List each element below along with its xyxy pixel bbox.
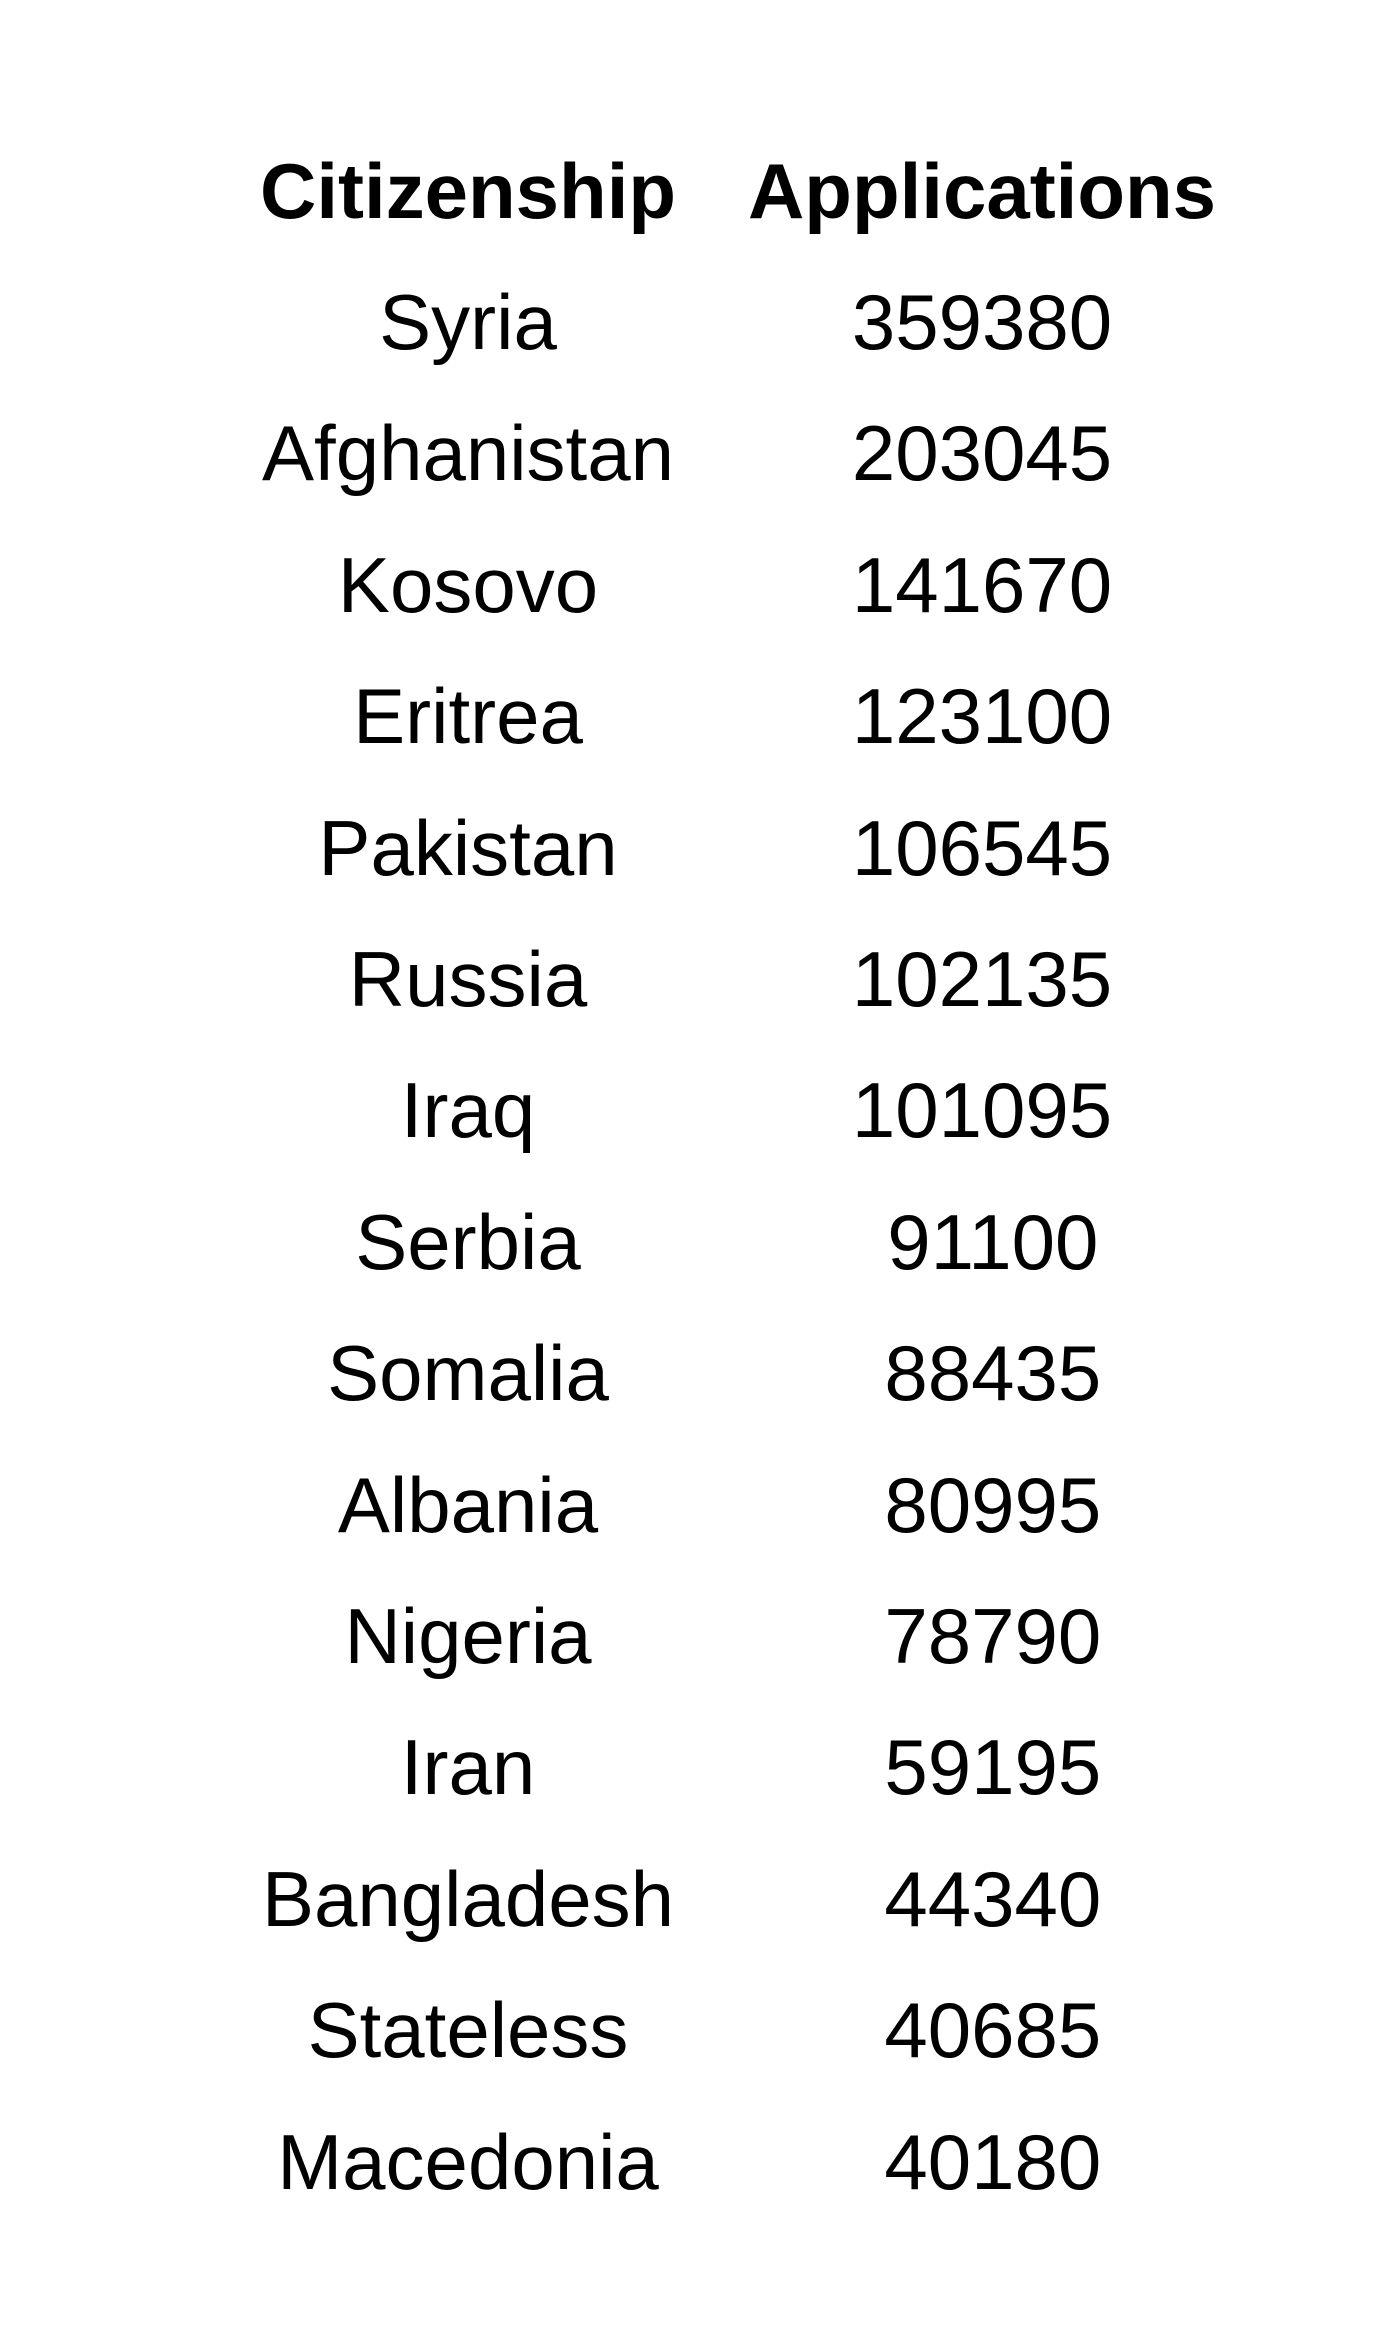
citizenship-cell: Kosovo <box>337 541 599 629</box>
citizenship-cell: Afghanistan <box>262 409 674 497</box>
applications-cell: 88435 <box>862 1329 1102 1417</box>
citizenship-cell: Somalia <box>327 1329 609 1417</box>
applications-cell: 40685 <box>862 1986 1102 2074</box>
citizenship-cell: Russia <box>348 935 588 1023</box>
citizenship-cell: Macedonia <box>277 2118 659 2206</box>
applications-cell: 102135 <box>851 935 1113 1023</box>
citizenship-cell: Syria <box>379 278 557 366</box>
applications-cell: 123100 <box>851 672 1113 760</box>
citizenship-cell: Eritrea <box>353 672 583 760</box>
citizenship-cell: Serbia <box>355 1198 581 1286</box>
citizenship-cell: Bangladesh <box>261 1855 675 1943</box>
applications-cell: 80995 <box>862 1461 1102 1549</box>
applications-cell: 359380 <box>851 278 1113 366</box>
citizenship-cell: Nigeria <box>344 1592 592 1680</box>
citizenship-cell: Albania <box>337 1461 599 1549</box>
column-header-applications: Applications <box>747 147 1217 235</box>
applications-cell: 78790 <box>862 1592 1102 1680</box>
applications-cell: 59195 <box>862 1723 1102 1811</box>
applications-cell: 106545 <box>851 804 1113 892</box>
citizenship-cell: Iraq <box>400 1066 536 1154</box>
applications-cell: 101095 <box>851 1066 1113 1154</box>
applications-cell: 91100 <box>865 1198 1099 1286</box>
applications-cell: 203045 <box>851 409 1113 497</box>
column-header-citizenship: Citizenship <box>259 147 677 235</box>
citizenship-cell: Pakistan <box>318 804 618 892</box>
applications-cell: 141670 <box>851 541 1113 629</box>
applications-cell: 40180 <box>862 2118 1102 2206</box>
citizenship-cell: Iran <box>400 1723 536 1811</box>
citizenship-cell: Stateless <box>307 1986 629 2074</box>
applications-cell: 44340 <box>862 1855 1102 1943</box>
